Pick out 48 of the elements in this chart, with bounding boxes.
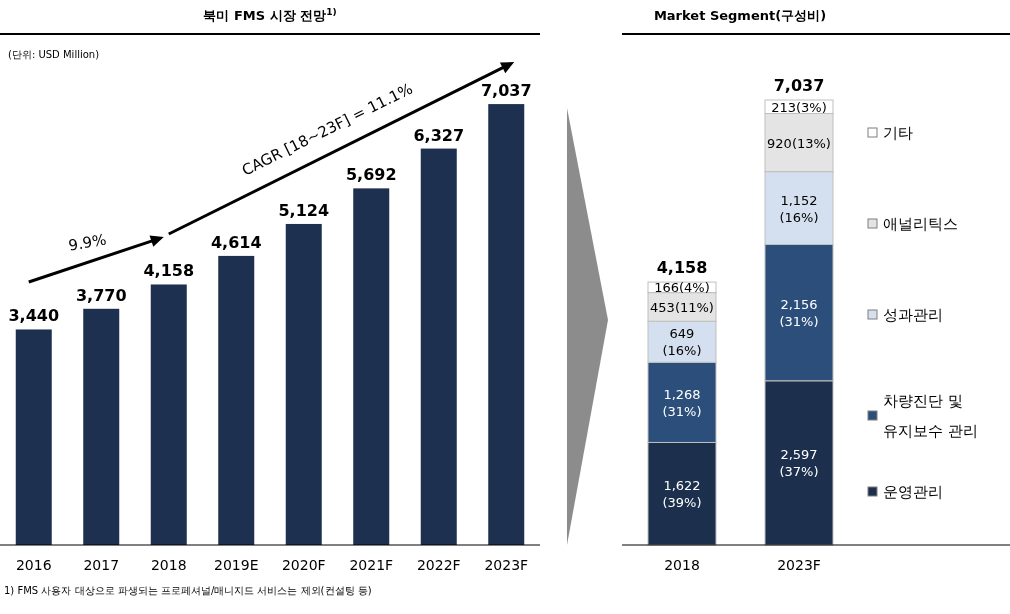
data-label: 4,614 [210, 232, 262, 252]
data-label: 7,037 [480, 81, 532, 101]
data-label: 166(4%) [654, 280, 710, 296]
data-label: 5,124 [278, 200, 330, 220]
x-tick-label: 2023F [484, 557, 529, 573]
data-label: 5,692 [345, 165, 397, 185]
data-label: 1,152 (16%) [779, 192, 819, 225]
text: 기타 [883, 124, 913, 142]
bar [488, 104, 525, 545]
total-label: 7,037 [773, 76, 825, 95]
x-tick-label: 2017 [83, 557, 120, 573]
data-label: 6,327 [413, 125, 465, 145]
text: (단위: USD Million) [8, 49, 100, 60]
x-tick-label: 2016 [15, 557, 52, 573]
bar [420, 148, 457, 545]
data-label: 4,158 [143, 261, 195, 281]
data-label: 453(11%) [650, 299, 714, 315]
bar [353, 188, 390, 545]
legend-label: 애널리틱스 [883, 215, 958, 233]
data-label: 2,156 (31%) [779, 297, 819, 330]
x-tick-label: 2021F [349, 557, 394, 573]
bar [218, 255, 255, 545]
data-label: 3,440 [8, 306, 60, 326]
x-tick-label: 2022F [416, 557, 461, 573]
bar [285, 223, 322, 545]
data-label: 3,770 [75, 285, 127, 305]
data-label: 1,622 (39%) [662, 478, 702, 511]
chart-title: Market Segment(구성비) [653, 8, 827, 23]
x-tick-label: 2019E [214, 557, 259, 573]
bar [150, 284, 187, 545]
bar [15, 329, 52, 545]
legend-label: 차량진단 및 유지보수 관리 [883, 392, 978, 440]
annotation: 9.9% [67, 230, 108, 255]
chart-title: 북미 FMS 시장 전망$^{1)}$ [203, 7, 337, 23]
legend-label: 성과관리 [883, 306, 943, 324]
legend-label: 운영관리 [883, 483, 943, 501]
x-tick-label: 2018 [150, 557, 187, 573]
bar [83, 308, 120, 545]
text: 1) FMS 사용자 대상으로 파생되는 프로페셔널/매니지드 서비스는 제외(컨설팅 등) [4, 585, 372, 596]
data-label: 213(3%) [771, 99, 827, 115]
data-label: 920(13%) [767, 135, 831, 151]
x-tick-label: 2020F [281, 557, 326, 573]
data-label: 649 (16%) [662, 326, 702, 359]
total-label: 4,158 [656, 258, 708, 278]
x-tick-label: 2018 [664, 557, 700, 573]
x-tick-label: 2023F [777, 557, 821, 573]
data-label: 1,268 (31%) [662, 386, 702, 419]
data-label: 2,597 (37%) [779, 447, 819, 480]
